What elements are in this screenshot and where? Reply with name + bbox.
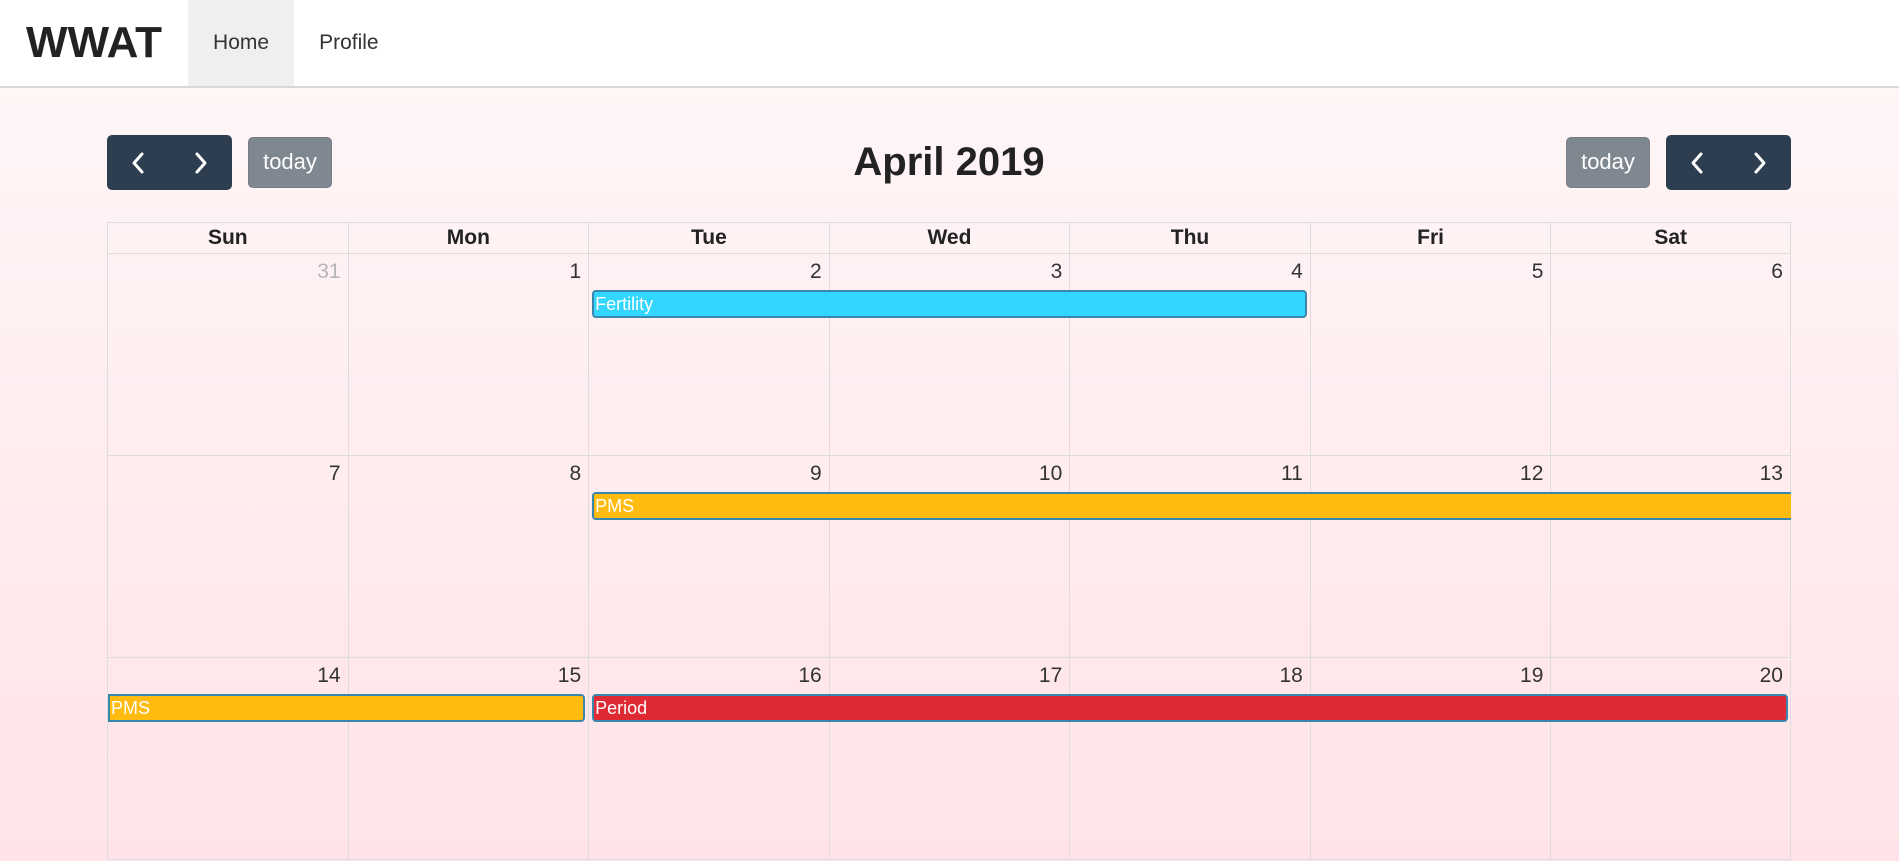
- day-cell[interactable]: 18: [1069, 658, 1310, 860]
- day-cell[interactable]: 8: [347, 456, 589, 658]
- calendar-title: April 2019: [853, 140, 1045, 184]
- day-number[interactable]: 20: [1759, 664, 1783, 687]
- prev-month-button[interactable]: [107, 135, 170, 190]
- day-cell[interactable]: 13: [1550, 456, 1791, 658]
- day-cell[interactable]: 10: [828, 456, 1070, 658]
- day-cell[interactable]: 14: [107, 658, 348, 860]
- day-cell[interactable]: 31: [107, 254, 348, 456]
- weekday-tue: Tue: [588, 222, 829, 254]
- day-number[interactable]: 3: [1050, 260, 1063, 283]
- day-cell[interactable]: 15: [347, 658, 589, 860]
- prev-month-button-right[interactable]: [1666, 135, 1729, 190]
- next-month-button-right[interactable]: [1729, 135, 1792, 190]
- day-cell[interactable]: 11: [1069, 456, 1310, 658]
- nav-button-group-right: [1666, 135, 1791, 190]
- day-number[interactable]: 9: [810, 462, 822, 485]
- brand-logo[interactable]: WWAT: [26, 18, 163, 67]
- event-period[interactable]: Period: [592, 694, 1788, 722]
- day-number[interactable]: 18: [1279, 664, 1303, 687]
- chevron-left-icon: [132, 152, 144, 173]
- day-cell[interactable]: 5: [1309, 254, 1551, 456]
- today-button-right[interactable]: today: [1566, 137, 1650, 188]
- day-number[interactable]: 15: [557, 664, 582, 687]
- chevron-right-icon: [1754, 152, 1766, 173]
- weekday-header: Sun Mon Tue Wed Thu Fri Sat: [107, 222, 1791, 254]
- weekday-thu: Thu: [1069, 222, 1310, 254]
- weekday-mon: Mon: [347, 222, 589, 254]
- next-month-button[interactable]: [170, 135, 233, 190]
- day-cell[interactable]: 20: [1550, 658, 1791, 860]
- day-cell[interactable]: 2: [588, 254, 829, 456]
- week-row: 14 15 16 17 18 19 20: [107, 658, 1791, 860]
- weekday-wed: Wed: [828, 222, 1070, 254]
- event-pms[interactable]: PMS: [592, 492, 1791, 520]
- day-cell[interactable]: 3: [828, 254, 1070, 456]
- day-number[interactable]: 14: [317, 664, 341, 687]
- event-fertility[interactable]: Fertility: [592, 290, 1307, 318]
- day-number[interactable]: 8: [569, 462, 582, 485]
- day-cell[interactable]: 7: [107, 456, 348, 658]
- weekday-fri: Fri: [1309, 222, 1551, 254]
- weekday-sun: Sun: [107, 222, 348, 254]
- chevron-left-icon: [1691, 152, 1703, 173]
- day-cell[interactable]: 9: [588, 456, 829, 658]
- day-number[interactable]: 2: [810, 260, 822, 283]
- navbar: WWAT Home Profile: [0, 0, 1899, 88]
- day-cell[interactable]: 12: [1309, 456, 1551, 658]
- nav-button-group-left: [107, 135, 232, 190]
- day-cell[interactable]: 17: [828, 658, 1070, 860]
- day-number[interactable]: 31: [317, 260, 341, 283]
- day-number[interactable]: 12: [1520, 462, 1544, 485]
- day-cell[interactable]: 6: [1550, 254, 1791, 456]
- day-number[interactable]: 16: [798, 664, 822, 687]
- day-number[interactable]: 6: [1771, 260, 1783, 283]
- today-button-left[interactable]: today: [248, 137, 332, 188]
- month-calendar: Sun Mon Tue Wed Thu Fri Sat 31 1 2 3 4 5 6 7 8 9 10 11 12 1…: [107, 222, 1791, 861]
- day-cell[interactable]: 4: [1069, 254, 1310, 456]
- nav-link-profile[interactable]: Profile: [319, 31, 379, 54]
- calendar-toolbar: today April 2019 today: [107, 135, 1791, 190]
- day-number[interactable]: 13: [1759, 462, 1783, 485]
- event-pms[interactable]: PMS: [108, 694, 586, 722]
- day-number[interactable]: 4: [1291, 260, 1303, 283]
- day-cell[interactable]: 19: [1309, 658, 1551, 860]
- day-cell[interactable]: 1: [347, 254, 589, 456]
- chevron-right-icon: [195, 152, 207, 173]
- nav-link-home[interactable]: Home: [188, 0, 295, 86]
- week-row: 7 8 9 10 11 12 13: [107, 456, 1791, 658]
- day-number[interactable]: 17: [1038, 664, 1063, 687]
- day-number[interactable]: 7: [328, 462, 341, 485]
- day-number[interactable]: 1: [569, 260, 582, 283]
- weekday-sat: Sat: [1550, 222, 1791, 254]
- day-cell[interactable]: 16: [588, 658, 829, 860]
- day-number[interactable]: 19: [1520, 664, 1544, 687]
- week-row: 31 1 2 3 4 5 6: [107, 254, 1791, 456]
- day-number[interactable]: 10: [1038, 462, 1063, 485]
- day-number[interactable]: 5: [1531, 260, 1544, 283]
- day-number[interactable]: 11: [1281, 462, 1303, 485]
